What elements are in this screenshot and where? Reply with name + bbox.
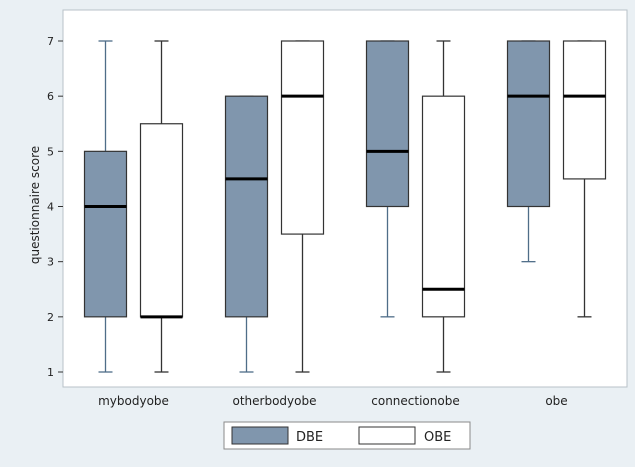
- legend-swatch-obe: [358, 426, 416, 445]
- box-obe-otherbodyobe: [280, 40, 325, 373]
- box-iqr: [224, 95, 269, 318]
- box-iqr: [365, 40, 410, 208]
- box-dbe-obe: [506, 40, 551, 263]
- box-dbe-connectionobe: [365, 40, 410, 318]
- x-category-label: otherbodyobe: [233, 394, 317, 408]
- y-tick-label: 4: [47, 201, 54, 214]
- x-axis-labels: mybodyobe otherbodyobe connectionobe obe: [98, 394, 568, 408]
- x-category-label: obe: [545, 394, 567, 408]
- box-iqr: [562, 40, 607, 180]
- box-obe-mybodyobe: [139, 40, 184, 373]
- box-iqr: [280, 40, 325, 235]
- y-axis-label: questionnaire score: [28, 146, 42, 264]
- y-tick-label: 1: [47, 366, 54, 379]
- legend-label-obe: OBE: [424, 430, 451, 445]
- y-tick-label: 3: [47, 256, 54, 269]
- y-tick-label: 6: [47, 90, 54, 103]
- y-tick-label: 7: [47, 35, 54, 48]
- box-dbe-mybodyobe: [83, 40, 128, 373]
- box-iqr: [83, 150, 128, 318]
- box-obe-obe: [562, 40, 607, 318]
- box-obe-connectionobe: [421, 40, 466, 373]
- legend-label-dbe: DBE: [296, 430, 323, 445]
- box-dbe-otherbodyobe: [224, 95, 269, 373]
- box-series: [83, 40, 607, 373]
- legend-swatch-dbe: [231, 426, 289, 445]
- box-iqr: [421, 95, 466, 318]
- y-tick-label: 5: [47, 145, 54, 158]
- y-axis: 1 2 3 4 5 6 7: [47, 35, 63, 379]
- legend: DBE OBE: [223, 421, 471, 450]
- x-category-label: connectionobe: [371, 394, 459, 408]
- x-category-label: mybodyobe: [98, 394, 169, 408]
- box-iqr: [506, 40, 551, 208]
- y-tick-label: 2: [47, 311, 54, 324]
- box-iqr: [139, 123, 184, 318]
